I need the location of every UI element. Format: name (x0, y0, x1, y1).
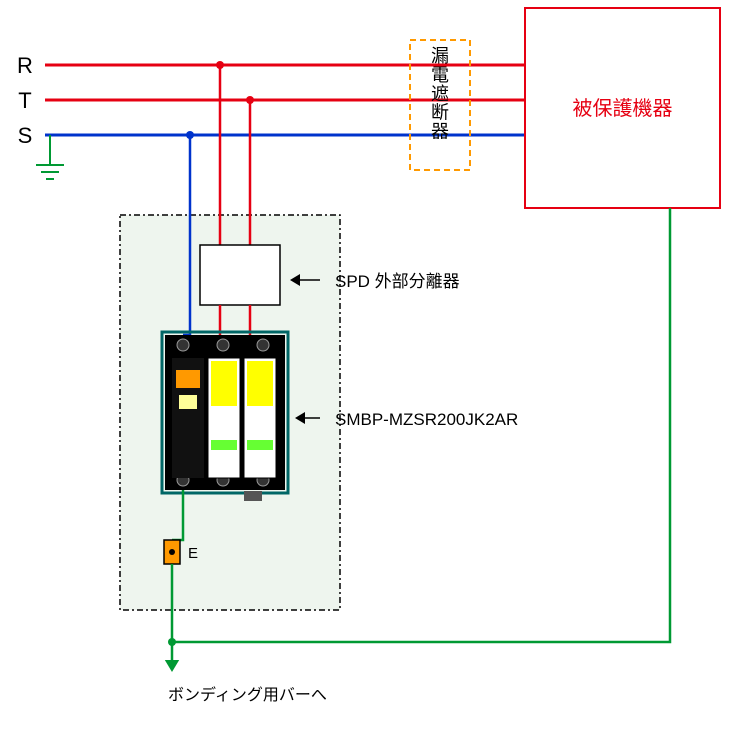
protected-device-label: 被保護機器 (573, 97, 673, 120)
phase-label-s: S (18, 123, 33, 148)
diagram-element (169, 549, 175, 555)
diagram-element (257, 339, 269, 351)
phase-label-r: R (17, 53, 33, 78)
diagram-element (247, 361, 273, 406)
diagram-element (176, 370, 200, 388)
spd-separator-box (200, 245, 280, 305)
phase-label-t: T (18, 88, 31, 113)
diagram-element (177, 339, 189, 351)
diagram-element (211, 440, 237, 450)
earth-terminal-label: E (188, 545, 198, 562)
diagram-element (247, 440, 273, 450)
diagram-element (211, 361, 237, 406)
spd-model-label: SMBP-MZSR200JK2AR (335, 410, 518, 429)
diagram-element (217, 339, 229, 351)
spd-separator-label: SPD 外部分離器 (335, 272, 460, 291)
elcb-label: 漏電遮断器 (431, 46, 449, 142)
diagram-element (179, 395, 197, 409)
bonding-label: ボンディング用バーへ (168, 685, 327, 704)
diagram-element (165, 660, 179, 672)
ground-junction-node (168, 638, 176, 646)
diagram-element (244, 491, 262, 501)
